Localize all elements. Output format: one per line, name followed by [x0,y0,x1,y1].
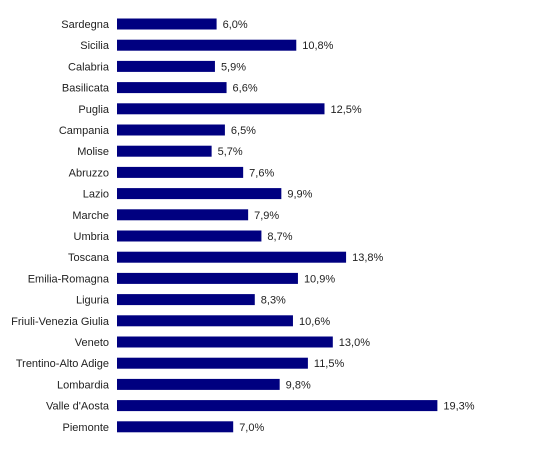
category-label: Sicilia [80,40,110,52]
value-label: 9,8% [286,379,311,391]
value-label: 19,3% [443,401,474,413]
bar [117,400,438,412]
bar [117,421,234,433]
value-label: 5,9% [221,61,246,73]
category-label: Emilia-Romagna [28,273,110,285]
bar [117,145,212,157]
value-label: 10,6% [299,316,330,328]
bar [117,82,227,94]
category-label: Basilicata [62,83,110,95]
bar [117,378,280,390]
value-label: 8,3% [261,295,286,307]
bars-group: Sardegna 6,0% Sicilia 10,8% Calabria 5,9% Basi… [11,18,475,434]
category-label: Molise [77,146,109,158]
bar [117,209,249,221]
category-label: Calabria [68,61,110,73]
value-label: 5,7% [218,146,243,158]
value-label: 12,5% [331,104,362,116]
category-label: Lombardia [57,379,110,391]
value-label: 7,9% [254,210,279,222]
category-label: Toscana [68,252,110,264]
bar [117,357,308,369]
value-label: 13,8% [352,252,383,264]
category-label: Piemonte [63,422,109,434]
category-label: Sardegna [61,19,110,31]
category-label: Abruzzo [69,167,109,179]
bar [117,60,215,72]
value-label: 7,6% [249,167,274,179]
bar [117,18,217,30]
value-label: 9,9% [287,189,312,201]
bar [117,103,325,115]
value-label: 8,7% [267,231,292,243]
category-label: Trentino-Alto Adige [16,358,109,370]
bar [117,166,244,178]
value-label: 6,5% [231,125,256,137]
category-label: Umbria [74,231,110,243]
bar [117,336,333,348]
bar [117,124,225,136]
category-label: Puglia [78,104,109,116]
value-label: 10,8% [302,40,333,52]
value-label: 6,0% [223,19,248,31]
value-label: 11,5% [314,358,345,370]
bar [117,251,347,263]
category-label: Valle d'Aosta [46,401,110,413]
bar [117,272,298,284]
bar [117,188,282,200]
category-label: Campania [59,125,110,137]
category-label: Veneto [75,337,109,349]
bar [117,315,293,327]
category-label: Liguria [76,295,110,307]
category-label: Marche [72,210,109,222]
value-label: 13,0% [339,337,370,349]
category-label: Friuli-Venezia Giulia [11,316,110,328]
bar [117,39,297,51]
value-label: 10,9% [304,273,335,285]
value-label: 6,6% [233,83,258,95]
value-label: 7,0% [239,422,264,434]
bar [117,230,262,242]
bar [117,294,255,306]
category-label: Lazio [83,189,109,201]
